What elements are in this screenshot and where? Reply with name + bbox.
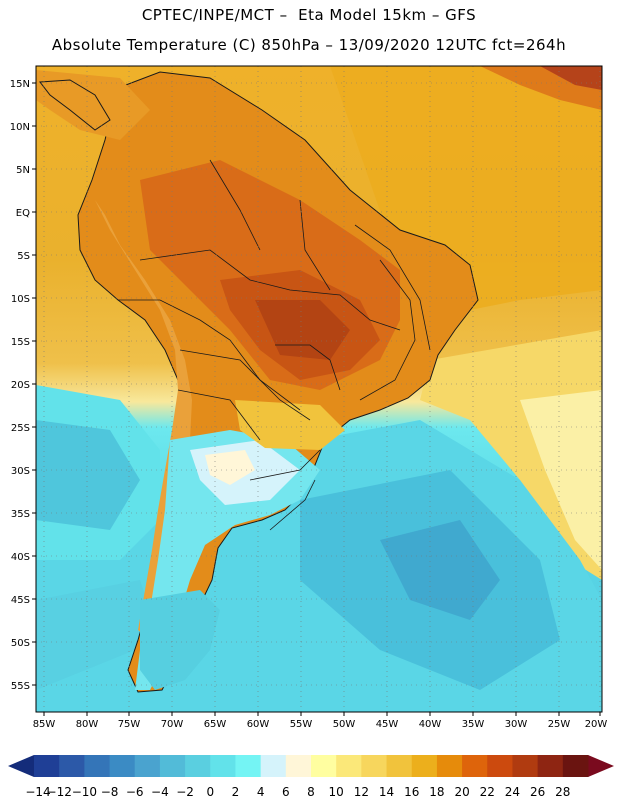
- colorbar-label: −8: [101, 785, 119, 799]
- colorbar-low-extend: [8, 755, 34, 777]
- lon-label: 45W: [376, 719, 399, 730]
- colorbar-swatch: [311, 755, 337, 777]
- country-borders: [118, 159, 431, 531]
- lat-label: 35S: [11, 509, 30, 520]
- lat-label: 25S: [11, 423, 30, 434]
- colorbar-label: 20: [454, 785, 469, 799]
- lon-label: 40W: [419, 719, 442, 730]
- colorbar-label: 8: [307, 785, 315, 799]
- lat-label: 50S: [11, 638, 30, 649]
- lat-label: 40S: [11, 552, 30, 563]
- colorbar-swatch: [59, 755, 85, 777]
- colorbar-label: −12: [47, 785, 72, 799]
- lon-label: 75W: [118, 719, 141, 730]
- map-subtitle: Absolute Temperature (C) 850hPa – 13/09/…: [51, 36, 567, 54]
- latitude-labels: 15N 10N 5N EQ 5S 10S 15S 20S 25S 30S 35S…: [10, 79, 30, 692]
- colorbar-label: 12: [354, 785, 369, 799]
- colorbar-swatch: [512, 755, 539, 777]
- colorbar-swatch: [436, 755, 463, 777]
- colorbar-label: 22: [480, 785, 495, 799]
- colorbar-label: −6: [126, 785, 144, 799]
- colorbar-label: 24: [505, 785, 520, 799]
- colorbar-swatch: [487, 755, 513, 777]
- colorbar-swatch: [159, 755, 186, 777]
- lat-label: 5S: [17, 251, 30, 262]
- colorbar-swatch: [285, 755, 312, 777]
- lat-label: 20S: [11, 380, 30, 391]
- map-field: [36, 66, 602, 712]
- lon-label: 30W: [505, 719, 528, 730]
- colorbar-swatch: [336, 755, 362, 777]
- lon-label: 20W: [585, 719, 608, 730]
- map-frame: [35, 65, 603, 713]
- colorbar-swatch: [386, 755, 413, 777]
- colorbar-label: 10: [329, 785, 344, 799]
- colorbar-label: 0: [206, 785, 214, 799]
- lon-label: 25W: [548, 719, 571, 730]
- colorbar-swatch: [235, 755, 262, 777]
- colorbar: −14−12 −10 −8 −6 −4 −2 0 2 4 6 8 10 12 14 16 18 20 22 24 26…: [8, 755, 614, 799]
- colorbar-swatch: [34, 755, 60, 777]
- lat-label: 15S: [11, 337, 30, 348]
- colorbar-label: 4: [257, 785, 265, 799]
- lon-label: 50W: [333, 719, 356, 730]
- lat-label: 5N: [16, 165, 30, 176]
- lon-label: 55W: [290, 719, 313, 730]
- colorbar-swatch: [210, 755, 236, 777]
- lon-label: 85W: [33, 719, 56, 730]
- lat-label: 10N: [10, 122, 30, 133]
- colorbar-label: 16: [404, 785, 419, 799]
- colorbar-label: 2: [232, 785, 240, 799]
- lat-label: EQ: [16, 208, 30, 219]
- lat-label: 45S: [11, 595, 30, 606]
- colorbar-high-extend: [588, 755, 614, 777]
- colorbar-swatch: [537, 755, 564, 777]
- colorbar-swatch: [109, 755, 136, 777]
- colorbar-label: −14: [25, 785, 50, 799]
- map-title: CPTEC/INPE/MCT – Eta Model 15km – GFS: [141, 6, 477, 24]
- colorbar-label: −4: [151, 785, 169, 799]
- lat-label: 15N: [10, 79, 30, 90]
- colorbar-label: 18: [429, 785, 444, 799]
- colorbar-label: 14: [379, 785, 394, 799]
- lat-label: 55S: [11, 681, 30, 692]
- lon-label: 60W: [247, 719, 270, 730]
- colorbar-swatch: [462, 755, 488, 777]
- colorbar-swatch: [562, 755, 589, 777]
- tick-marks: [32, 82, 601, 716]
- colorbar-swatch: [411, 755, 438, 777]
- lon-label: 35W: [462, 719, 485, 730]
- colorbar-label: −10: [72, 785, 97, 799]
- colorbar-label: 6: [282, 785, 290, 799]
- lat-label: 10S: [11, 294, 30, 305]
- lon-label: 65W: [204, 719, 227, 730]
- lat-label: 30S: [11, 466, 30, 477]
- colorbar-label: 28: [555, 785, 570, 799]
- colorbar-swatch: [84, 755, 111, 777]
- colorbar-swatch: [134, 755, 161, 777]
- colorbar-label: 26: [530, 785, 545, 799]
- colorbar-swatch: [361, 755, 388, 777]
- lon-label: 80W: [76, 719, 99, 730]
- colorbar-label: −2: [176, 785, 194, 799]
- colorbar-swatch: [185, 755, 211, 777]
- lon-label: 70W: [161, 719, 184, 730]
- longitude-labels: 85W 80W 75W 70W 65W 60W 55W 50W 45W 40W …: [33, 719, 608, 730]
- colorbar-swatch: [260, 755, 287, 777]
